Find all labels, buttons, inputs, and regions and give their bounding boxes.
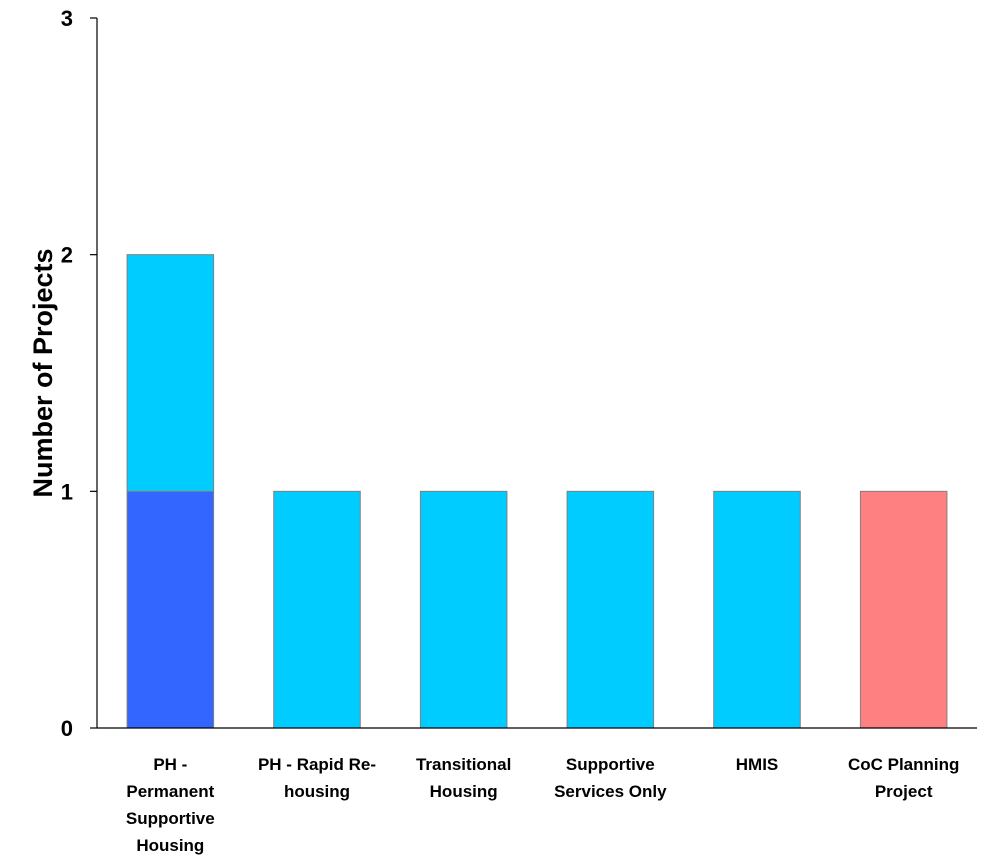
y-tick-label: 2 [61,243,73,268]
x-category-label-line: Services Only [554,782,667,801]
x-category-label-line: Housing [430,782,498,801]
bar-segment [126,254,215,492]
x-category-label-line: PH - Rapid Re- [258,755,376,774]
x-category-label-line: CoC Planning [848,755,959,774]
y-tick-label: 0 [61,716,73,741]
axes-group [96,18,977,729]
x-category-label: PH - Rapid Re-housing [258,755,376,801]
x-category-label: Transitional Housing [416,755,511,801]
bars-group [126,254,948,729]
x-labels-group: PH - Permanent Supportive Housing PH - Rapid… [126,755,959,855]
x-category-label: HMIS [736,755,779,774]
bar-segment [859,490,948,729]
y-tick-label: 1 [61,479,73,504]
x-category-label-line: housing [284,782,350,801]
bar-segment [273,490,361,729]
y-tick-label: 3 [61,6,73,31]
bar-segment [713,490,801,729]
x-category-label-line: Supportive [126,809,215,828]
x-category-label-line: PH - [153,755,187,774]
x-category-label-line: Housing [136,836,204,855]
bar-segment [419,490,508,729]
x-category-label: CoC Planning Project [848,755,959,801]
y-ticks-group: 0 1 2 3 [61,6,97,741]
x-category-label-line: Supportive [566,755,655,774]
x-category-label-line: Permanent [126,782,214,801]
bar-segment [126,490,215,729]
y-axis-title: Number of Projects [28,248,58,497]
bar-segment [566,490,655,729]
x-category-label-line: Transitional [416,755,511,774]
x-category-label-line: Project [875,782,933,801]
x-category-label-line: HMIS [736,755,779,774]
x-category-label: PH - Permanent Supportive Housing [126,755,215,855]
x-category-label: Supportive Services Only [554,755,667,801]
